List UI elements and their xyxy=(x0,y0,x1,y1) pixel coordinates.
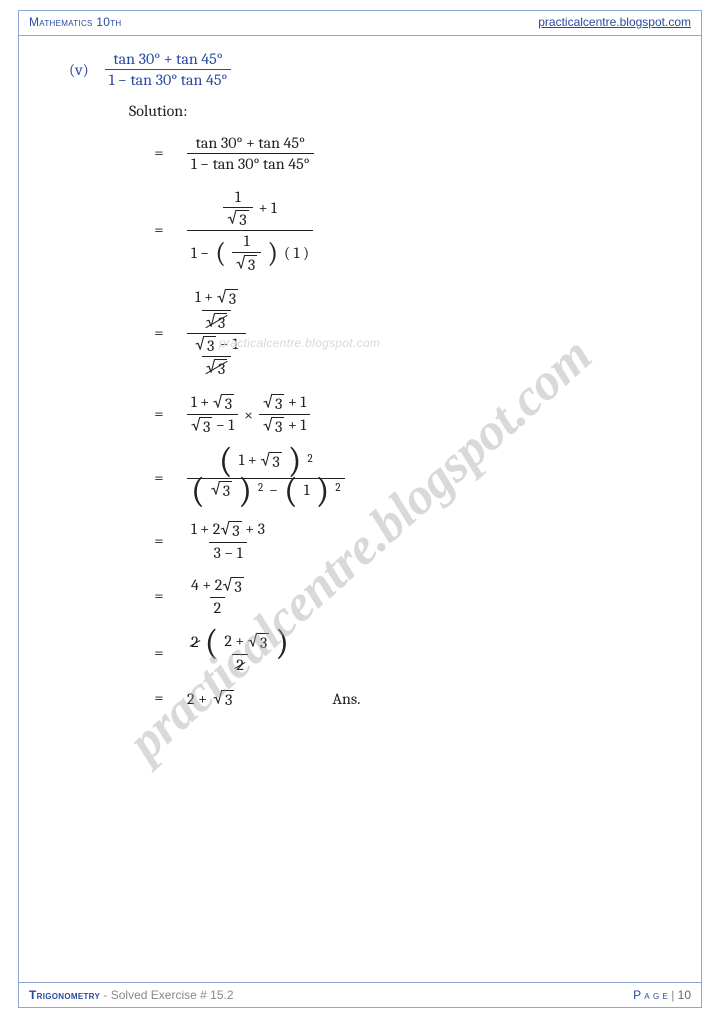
step-row: = tan 30° + tan 45° 1 − tan 30° tan 45° xyxy=(149,134,671,174)
page-frame: Mathematics 10th practicalcentre.blogspo… xyxy=(18,10,702,1008)
step9-result: 2 + 3 xyxy=(187,689,234,709)
footer-desc: - Solved Exercise # 15.2 xyxy=(100,988,233,1002)
step1-frac: tan 30° + tan 45° 1 − tan 30° tan 45° xyxy=(187,134,314,174)
step-row: = 1 + 3 3 − 1 × 3 + 1 3 + 1 xyxy=(149,393,671,437)
solution-steps: = tan 30° + tan 45° 1 − tan 30° tan 45° … xyxy=(149,134,671,709)
step-row: = 2 + 3 Ans. xyxy=(149,689,671,709)
header-subject: Mathematics 10th xyxy=(29,15,122,29)
header-site-link[interactable]: practicalcentre.blogspot.com xyxy=(538,15,691,29)
page-content: (v) tan 30° + tan 45° 1 − tan 30° tan 45… xyxy=(19,36,701,733)
equals-sign: = xyxy=(149,221,169,240)
solution-label: Solution: xyxy=(129,102,671,120)
answer-label: Ans. xyxy=(332,690,360,708)
footer-left: Trigonometry - Solved Exercise # 15.2 xyxy=(29,988,234,1002)
equals-sign: = xyxy=(149,405,169,424)
step-row: = 1 + 3 3 3 − 1 3 prac xyxy=(149,288,671,379)
equals-sign: = xyxy=(149,644,169,663)
header-bar: Mathematics 10th practicalcentre.blogspo… xyxy=(19,11,701,36)
footer-page-label: P a g e xyxy=(633,988,671,1002)
step-row: = ( 1 + 3 )2 ( 3 )2 − xyxy=(149,450,671,506)
footer-right: P a g e | 10 xyxy=(633,988,691,1002)
equals-sign: = xyxy=(149,587,169,606)
step-row: = 4 + 23 2 xyxy=(149,576,671,618)
step3-frac: 1 + 3 3 3 − 1 3 xyxy=(187,288,246,379)
footer-page-number: 10 xyxy=(678,988,691,1002)
question-expression: tan 30° + tan 45° 1 − tan 30° tan 45° xyxy=(105,50,232,90)
step6-frac: 1 + 23 + 3 3 − 1 xyxy=(187,520,269,562)
step7-frac: 4 + 23 2 xyxy=(187,576,248,618)
watermark-small: practicalcentre.blogspot.com xyxy=(219,336,380,350)
q-denominator: 1 − tan 30° tan 45° xyxy=(105,69,232,89)
question-line: (v) tan 30° + tan 45° 1 − tan 30° tan 45… xyxy=(69,50,671,90)
step-row: = 1 + 23 + 3 3 − 1 xyxy=(149,520,671,562)
step-row: = 1 3 + 1 1 − ( xyxy=(149,188,671,275)
equals-sign: = xyxy=(149,144,169,163)
step4-expr: 1 + 3 3 − 1 × 3 + 1 3 + 1 xyxy=(187,393,310,437)
step-row: = 2 ( 2 + 3 ) 2 xyxy=(149,632,671,675)
step8-frac: 2 ( 2 + 3 ) 2 xyxy=(187,632,293,675)
footer-bar: Trigonometry - Solved Exercise # 15.2 P … xyxy=(19,982,701,1007)
step2-num: 1 3 + 1 xyxy=(219,188,281,231)
q-numerator: tan 30° + tan 45° xyxy=(109,50,226,69)
question-number: (v) xyxy=(69,61,89,79)
equals-sign: = xyxy=(149,469,169,488)
equals-sign: = xyxy=(149,532,169,551)
step2-frac: 1 3 + 1 1 − ( 1 3 xyxy=(187,188,313,275)
step2-den: 1 − ( 1 3 ) ( 1 ) xyxy=(187,230,313,274)
equals-sign: = xyxy=(149,689,169,708)
step5-frac: ( 1 + 3 )2 ( 3 )2 − ( 1 )2 xyxy=(187,450,345,506)
footer-subject: Trigonometry xyxy=(29,988,100,1002)
equals-sign: = xyxy=(149,324,169,343)
